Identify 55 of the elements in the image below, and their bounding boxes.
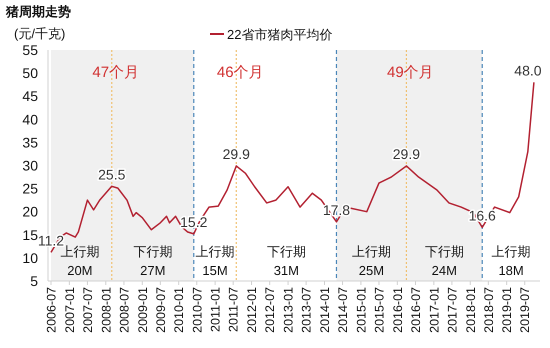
x-tick-label: 2017-07 bbox=[445, 286, 460, 333]
x-tick-label: 2017-01 bbox=[427, 286, 442, 333]
x-tick-label: 2008-07 bbox=[117, 286, 132, 333]
legend-label: 22省市猪肉平均价 bbox=[227, 27, 332, 42]
y-tick-label: 5 bbox=[30, 273, 38, 289]
y-tick-label: 50 bbox=[22, 65, 38, 82]
x-tick-label: 2012-01 bbox=[245, 286, 260, 333]
y-tick-label: 30 bbox=[22, 158, 38, 174]
annotation: 下行期 24M bbox=[424, 244, 464, 278]
x-tick-label: 2016-01 bbox=[390, 286, 405, 333]
x-tick-label: 2013-07 bbox=[300, 286, 314, 333]
x-tick-label: 2006-07 bbox=[44, 286, 58, 333]
x-tick-label: 2014-07 bbox=[336, 286, 350, 333]
x-tick-label: 2012-07 bbox=[263, 286, 278, 333]
x-tick-label: 2009-07 bbox=[154, 286, 168, 333]
x-tick-label: 2019-07 bbox=[518, 286, 532, 333]
annotation: 46个月 bbox=[216, 64, 264, 81]
x-tick-label: 2008-01 bbox=[99, 286, 114, 333]
y-axis-title: (元/千克) bbox=[14, 26, 66, 41]
data-label: 48.0 bbox=[514, 62, 542, 78]
annotation: 下行期 27M bbox=[133, 244, 172, 278]
x-tick-label: 2007-01 bbox=[62, 286, 77, 333]
y-tick-label: 20 bbox=[22, 204, 38, 220]
x-tick-label: 2015-01 bbox=[354, 286, 368, 333]
annotation: 49个月 bbox=[387, 64, 434, 81]
annotation: 上行期 20M bbox=[60, 244, 100, 278]
x-tick-label: 2014-01 bbox=[318, 286, 332, 333]
chart-title: 猪周期走势 bbox=[5, 4, 71, 19]
x-tick-label: 2007-07 bbox=[80, 286, 95, 333]
annotation: 上行期 15M bbox=[196, 244, 235, 278]
x-tick-label: 2010-01 bbox=[172, 286, 186, 333]
x-tick-label: 2013-01 bbox=[282, 286, 296, 333]
data-label: 29.9 bbox=[222, 146, 250, 162]
x-tick-label: 2011-01 bbox=[208, 286, 223, 332]
data-label: 25.5 bbox=[98, 166, 126, 182]
annotation: 下行期 31M bbox=[266, 244, 306, 278]
y-tick-label: 45 bbox=[22, 88, 38, 104]
y-tick-label: 15 bbox=[22, 226, 38, 243]
x-tick-label: 2009-01 bbox=[136, 286, 150, 333]
x-tick-label: 2018-07 bbox=[482, 286, 496, 333]
data-label: 29.9 bbox=[392, 146, 420, 162]
y-tick-label: 40 bbox=[22, 111, 38, 128]
y-tick-label: 10 bbox=[22, 250, 38, 266]
x-tick-label: 2010-07 bbox=[190, 286, 204, 333]
annotation: 上行期 25M bbox=[352, 244, 391, 278]
y-tick-label: 55 bbox=[22, 42, 38, 58]
x-tick-label: 2019-01 bbox=[500, 286, 514, 333]
x-tick-label: 2011-07 bbox=[226, 286, 241, 332]
y-tick-label: 25 bbox=[22, 180, 38, 197]
annotation: 上行期 18M bbox=[492, 244, 531, 278]
x-tick-label: 2018-01 bbox=[464, 286, 478, 333]
annotation: 47个月 bbox=[92, 64, 140, 81]
x-tick-label: 2015-07 bbox=[372, 286, 386, 333]
y-tick-label: 35 bbox=[22, 134, 38, 150]
x-tick-label: 2016-07 bbox=[408, 286, 423, 333]
